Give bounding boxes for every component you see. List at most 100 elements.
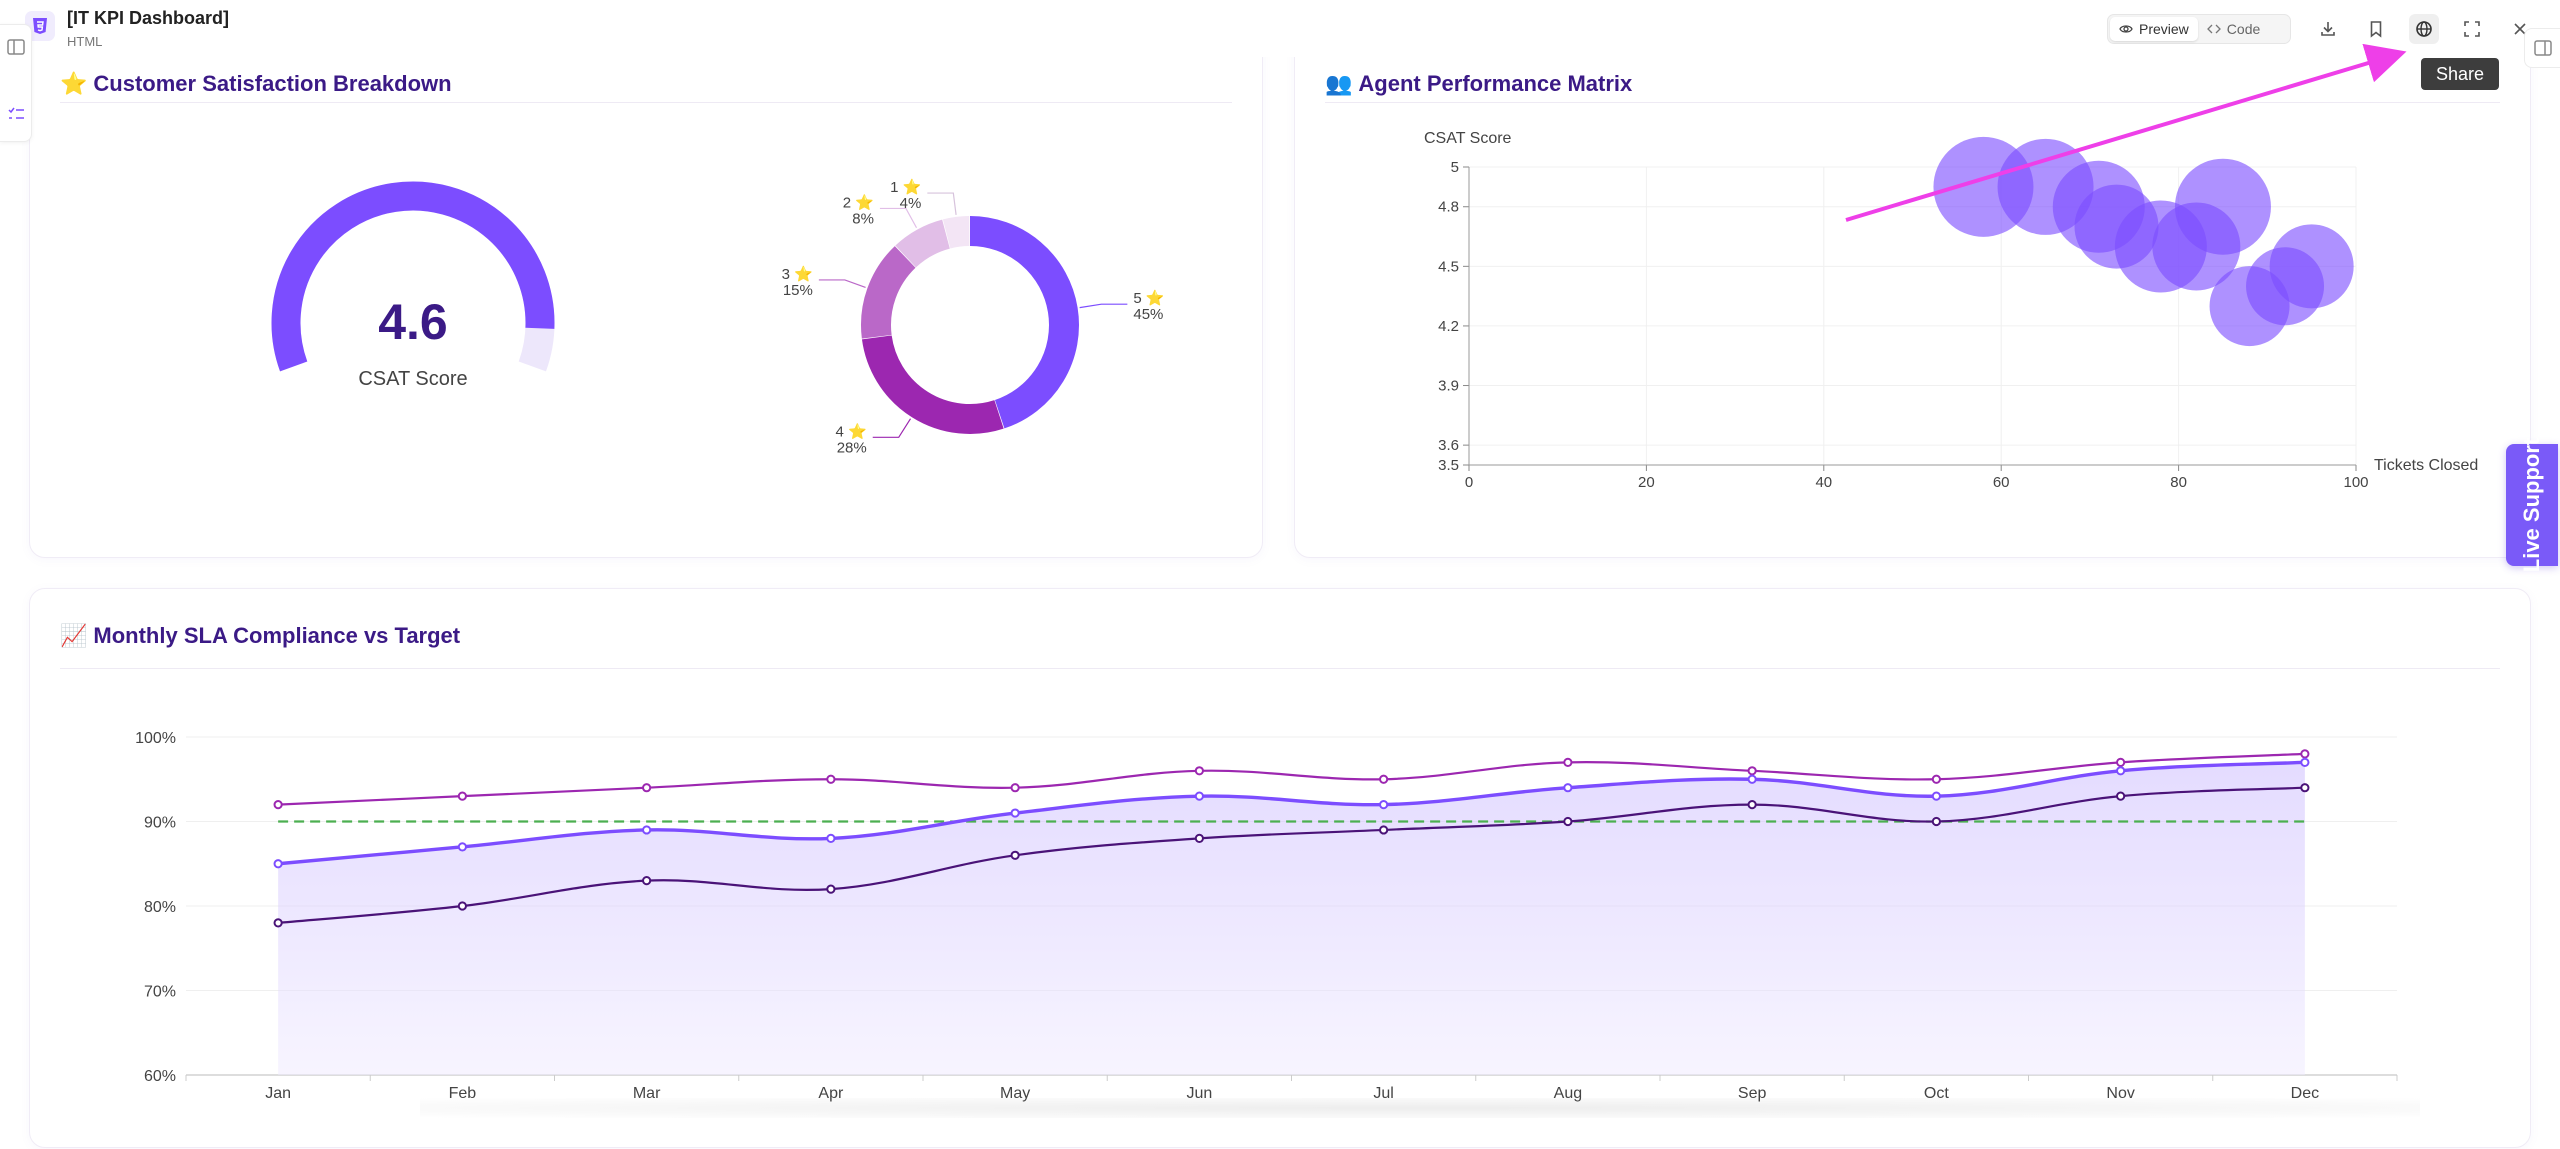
eye-icon	[2119, 25, 2133, 33]
x-tick-label: 60	[1993, 474, 2010, 491]
data-point	[1010, 808, 1020, 818]
code-icon	[2206, 24, 2221, 34]
gauge-value: 4.6	[378, 294, 448, 350]
data-point	[273, 859, 283, 869]
divider	[60, 102, 1232, 103]
data-point	[1194, 833, 1204, 843]
code-label: Code	[2226, 21, 2261, 37]
x-tick-label: Feb	[449, 1085, 477, 1102]
top-bar: [IT KPI Dashboard] HTML Preview Code	[0, 0, 2560, 57]
sla-card-title: 📈 Monthly SLA Compliance vs Target	[60, 623, 460, 649]
agent-bubble	[2174, 158, 2271, 255]
doughnut-leader-line	[872, 418, 912, 438]
y-tick-label: 4.8	[1438, 199, 1459, 216]
csat-card: ⭐ Customer Satisfaction Breakdown 4.6 CSA…	[29, 0, 1263, 558]
series-line	[277, 760, 2305, 866]
data-point	[1010, 783, 1020, 793]
y-tick-label: 80%	[144, 899, 176, 916]
csat-card-title: ⭐ Customer Satisfaction Breakdown	[60, 71, 452, 97]
globe-icon[interactable]	[2409, 14, 2439, 44]
preview-button[interactable]: Preview	[2110, 17, 2198, 41]
data-point	[1563, 757, 1573, 767]
x-tick-label: Sep	[1738, 1085, 1767, 1102]
sla-line-chart: 60% 70% 80% 90% 100% Jan Feb Mar Apr May Jun Jul Aug…	[135, 730, 2398, 1102]
data-point	[457, 901, 467, 911]
doughnut-slice	[895, 219, 951, 268]
y-tick-label: 4.2	[1438, 318, 1459, 335]
x-tick-label: Nov	[2106, 1085, 2134, 1102]
data-point	[2116, 766, 2126, 776]
agent-card: 👥 Agent Performance Matrix 0 20 40 60 80 100 3…	[1294, 0, 2531, 558]
x-tick-label: 0	[1465, 474, 1473, 491]
y-tick-label: 70%	[144, 984, 176, 1001]
data-point	[1194, 766, 1204, 776]
data-point	[1747, 766, 1757, 776]
x-tick-label: 80	[2170, 474, 2187, 491]
data-point	[1747, 774, 1757, 784]
preview-label: Preview	[2139, 21, 2189, 37]
doughnut-label: 4 ⭐	[836, 422, 867, 440]
data-point	[1379, 800, 1389, 810]
doughnut-leader-line	[818, 279, 866, 288]
doughnut-slice	[861, 246, 916, 339]
x-axis-title: Tickets Closed	[2374, 457, 2478, 474]
agent-card-title: 👥 Agent Performance Matrix	[1325, 71, 1632, 97]
data-point	[273, 918, 283, 928]
doughnut-value-label: 15%	[783, 282, 813, 299]
x-tick-label: 20	[1638, 474, 1655, 491]
data-point	[642, 783, 652, 793]
data-point	[457, 842, 467, 852]
bookmark-icon[interactable]	[2361, 14, 2391, 44]
bottom-shadow	[420, 1098, 2420, 1118]
gauge-label: CSAT Score	[358, 368, 467, 390]
agent-bubble	[2269, 224, 2354, 309]
x-tick-label: May	[1000, 1085, 1030, 1102]
doughnut-leader-line	[1079, 303, 1128, 309]
series-line	[278, 752, 2305, 806]
y-tick-label: 60%	[144, 1068, 176, 1085]
right-panel-toggle[interactable]	[2524, 28, 2560, 68]
share-tooltip: Share	[2421, 58, 2499, 90]
download-icon[interactable]	[2313, 14, 2343, 44]
panel-right-icon	[2533, 40, 2552, 56]
x-tick-label: 100	[2343, 474, 2368, 491]
sla-card: 📈 Monthly SLA Compliance vs Target 60% 70…	[29, 588, 2531, 1148]
agent-title-text: Agent Performance Matrix	[1358, 71, 1633, 96]
doughnut-value-label: 28%	[837, 439, 867, 456]
trend-icon: 📈	[60, 623, 88, 648]
doughnut-label: 5 ⭐	[1133, 289, 1164, 307]
data-point	[2300, 757, 2310, 767]
x-tick-label: Jun	[1186, 1085, 1212, 1102]
outline-list-icon[interactable]	[6, 105, 26, 125]
file-title: [IT KPI Dashboard]	[67, 8, 230, 28]
data-point	[642, 876, 652, 886]
code-button[interactable]: Code	[2198, 17, 2269, 41]
doughnut-leader-line	[879, 207, 918, 229]
expand-icon[interactable]	[2457, 14, 2487, 44]
live-support-button[interactable]: Live Support	[2506, 438, 2558, 572]
data-point	[273, 800, 283, 810]
close-icon[interactable]	[2505, 14, 2535, 44]
doughnut-slice	[969, 216, 1079, 429]
data-point	[1563, 816, 1573, 827]
data-point	[826, 884, 836, 894]
x-tick-label: 40	[1815, 474, 1832, 491]
data-point	[1563, 783, 1573, 793]
y-tick-label: 3.5	[1438, 457, 1459, 474]
sidebar-toggle-icon[interactable]	[6, 37, 26, 57]
x-tick-label: Dec	[2291, 1085, 2319, 1102]
doughnut-value-label: 45%	[1133, 306, 1163, 323]
x-tick-label: Jul	[1373, 1085, 1393, 1102]
doughnut-label: 2 ⭐	[843, 193, 874, 211]
data-point	[1747, 800, 1757, 810]
data-point	[642, 825, 652, 835]
data-point	[2116, 791, 2126, 801]
x-tick-label: Apr	[818, 1085, 844, 1102]
gauge-fill	[271, 181, 555, 372]
doughnut-label: 1 ⭐	[890, 178, 921, 196]
data-point	[457, 791, 467, 801]
x-tick-label: Mar	[633, 1085, 661, 1102]
data-point	[2116, 757, 2126, 767]
data-point	[1379, 774, 1389, 784]
view-toggle: Preview Code	[2107, 14, 2291, 44]
